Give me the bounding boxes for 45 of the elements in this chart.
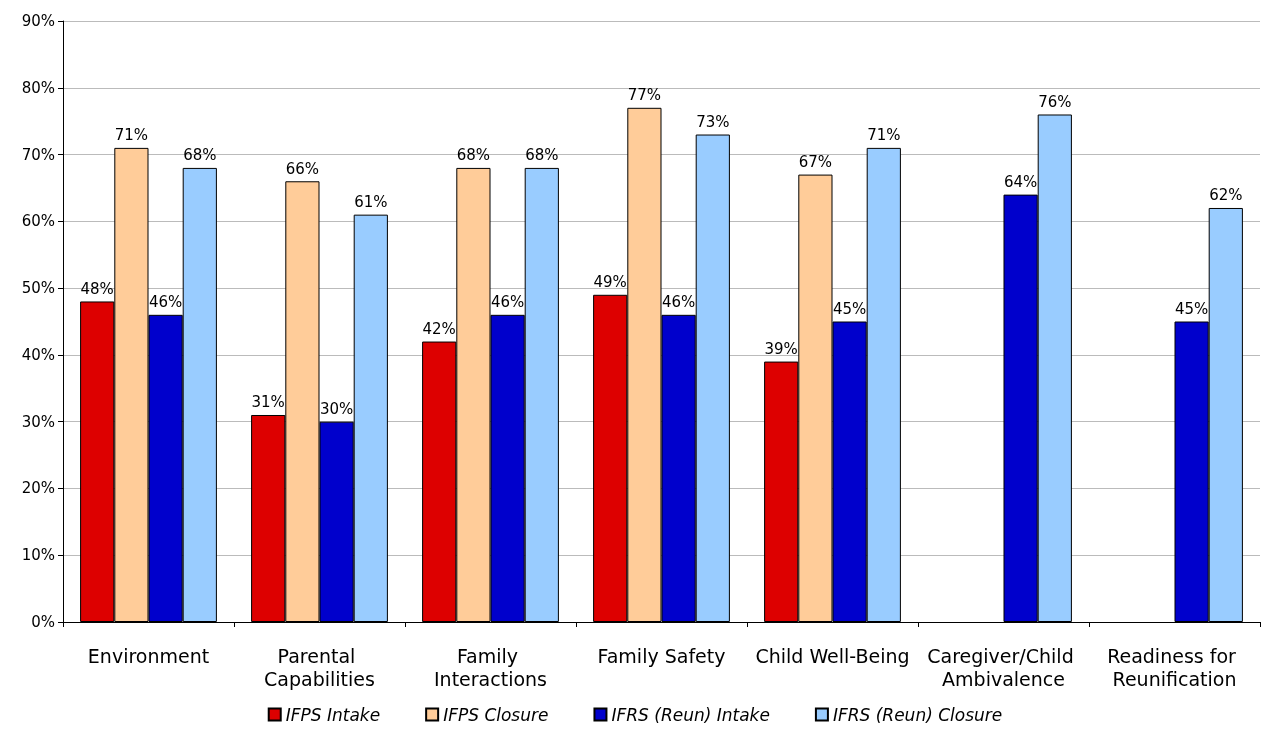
y-tick-label: 50% [21,279,55,298]
data-label: 64% [1003,173,1038,192]
data-label: 46% [490,293,525,312]
data-label: 49% [593,273,627,292]
x-tick-label: Child Well-Being [755,644,910,667]
data-label: 45% [832,300,867,318]
legend-label: IFPS Closure [443,704,549,725]
y-tick-label: 40% [21,345,55,364]
data-label: 67% [798,153,833,172]
y-tick-label: 60% [21,212,55,231]
data-label: 45% [1174,300,1209,318]
legend-label: IFPS Intake [285,704,381,725]
data-label: 71% [114,126,149,145]
data-label: 46% [661,293,696,312]
x-tick-label: Readiness for Reunification [1107,644,1242,690]
data-label: 31% [251,393,285,412]
legend-label: IFRS (Reun) Closure [832,704,1003,725]
data-label: 48% [80,279,114,298]
y-tick-label: 20% [21,479,55,498]
data-label: 73% [696,113,730,132]
y-tick-label: 10% [21,546,55,565]
data-label: 68% [456,146,491,165]
y-tick-label: 0% [31,613,55,631]
legend-label: IFRS (Reun) Intake [611,704,770,725]
x-tick-label: Family Interactions [434,644,547,690]
data-label: 62% [1209,186,1243,205]
data-label: 39% [764,340,798,359]
y-tick-label: 30% [21,412,55,431]
data-label: 71% [867,126,901,145]
data-label: 66% [285,159,320,178]
x-tick-label: Environment [87,644,210,667]
data-label: 68% [525,146,559,165]
data-label: 30% [319,400,354,419]
data-label: 42% [422,320,456,339]
y-tick-label: 80% [21,78,55,97]
data-label: 61% [354,193,388,212]
y-tick-label: 70% [21,145,55,164]
data-label: 68% [183,146,217,165]
x-tick-label: Parental Capabilities [264,644,375,690]
data-label: 76% [1038,92,1072,111]
data-label: 77% [627,86,662,105]
y-tick-label: 90% [21,12,55,30]
x-tick-label: Caregiver/Child Ambivalence [927,644,1080,690]
x-tick-label: Family Safety [597,644,726,667]
data-label: 46% [148,293,183,312]
